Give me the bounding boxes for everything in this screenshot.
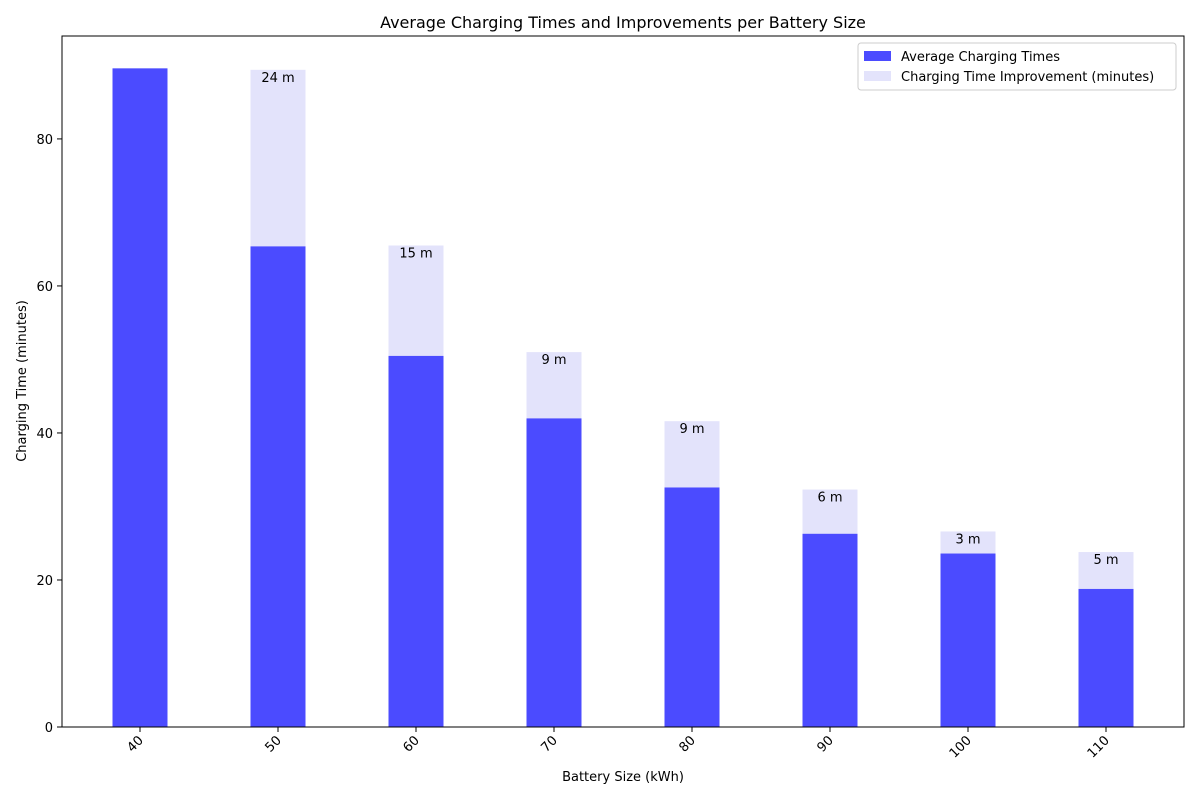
y-tick-label-80: 80: [36, 133, 53, 148]
bar-improvement-80: [664, 421, 720, 488]
bar-average-80: [664, 487, 720, 727]
y-tick-label-40: 40: [36, 427, 53, 442]
bars-group: [112, 68, 1134, 728]
data-label-improvement-50: 24 m: [261, 71, 294, 86]
data-label-improvement-80: 9 m: [679, 422, 704, 437]
x-tick-label-110: 110: [1085, 733, 1113, 761]
x-tick-label-90: 90: [815, 733, 837, 755]
bar-improvement-110: [1078, 552, 1134, 589]
bar-improvement-50: [250, 69, 306, 247]
x-tick-label-50: 50: [263, 733, 285, 755]
y-tick-label-20: 20: [36, 574, 53, 589]
bar-average-70: [526, 418, 582, 727]
plot-frame: [61, 35, 1185, 728]
bar-improvement-60: [388, 245, 444, 356]
data-label-improvement-60: 15 m: [399, 247, 432, 262]
x-tick-label-80: 80: [677, 733, 699, 755]
bar-average-60: [388, 355, 444, 727]
data-label-improvement-90: 6 m: [817, 491, 842, 506]
x-axis-label: Battery Size (kWh): [562, 770, 684, 785]
legend: Average Charging Times Charging Time Impr…: [857, 42, 1177, 91]
x-tick-label-70: 70: [539, 733, 561, 755]
x-tick-label-60: 60: [401, 733, 423, 755]
bar-average-90: [802, 533, 858, 727]
bar-average-40: [112, 68, 168, 728]
bar-improvement-90: [802, 489, 858, 534]
legend-swatch-0: [864, 51, 891, 61]
data-label-improvement-100: 3 m: [955, 532, 980, 547]
data-label-improvement-110: 5 m: [1093, 553, 1118, 568]
x-tick-label-100: 100: [947, 733, 975, 761]
x-ticks-group: 40 50 60 70 80 90 100 110: [125, 727, 1113, 761]
y-ticks-group: 0 20 40 60 80: [36, 133, 62, 736]
legend-label-1: Charging Time Improvement (minutes): [901, 70, 1154, 85]
axes-group: [61, 35, 1185, 728]
y-tick-label-0: 0: [45, 721, 53, 736]
legend-swatch-1: [864, 71, 891, 81]
bar-average-110: [1078, 588, 1134, 727]
data-labels-group: 24 m 15 m 9 m 9 m 6 m 3 m 5 m: [261, 71, 1118, 568]
data-label-improvement-70: 9 m: [541, 353, 566, 368]
legend-box: [857, 42, 1177, 91]
bar-improvement-100: [940, 531, 996, 554]
legend-label-0: Average Charging Times: [901, 50, 1060, 65]
bar-average-50: [250, 246, 306, 728]
bar-improvement-70: [526, 352, 582, 419]
x-tick-label-40: 40: [125, 733, 147, 755]
chart-title: Average Charging Times and Improvements …: [380, 13, 866, 32]
y-tick-label-60: 60: [36, 280, 53, 295]
y-axis-label: Charging Time (minutes): [15, 300, 30, 462]
bar-average-100: [940, 553, 996, 727]
